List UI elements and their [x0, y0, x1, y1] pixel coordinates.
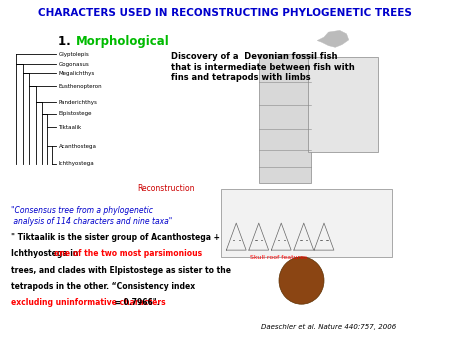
Text: 1.: 1. [58, 35, 76, 48]
Text: Reconstruction: Reconstruction [138, 184, 195, 193]
Text: Panderichthys: Panderichthys [58, 100, 97, 104]
Text: Elpistostege: Elpistostege [58, 112, 92, 116]
Ellipse shape [279, 257, 324, 304]
Text: tetrapods in the other. “Consistency index: tetrapods in the other. “Consistency ind… [11, 282, 195, 291]
Text: Ichthyostega in: Ichthyostega in [11, 249, 81, 259]
Text: Discovery of a  Devonian fossil fish
that is intermediate between fish with
fins: Discovery of a Devonian fossil fish that… [171, 52, 355, 82]
Text: excluding uninformative characters: excluding uninformative characters [11, 298, 166, 307]
Text: Glyptolepis: Glyptolepis [58, 52, 89, 56]
Text: Acanthostega: Acanthostega [58, 144, 96, 148]
Text: Tiktaalik: Tiktaalik [58, 125, 82, 130]
Text: CHARACTERS USED IN RECONSTRUCTING PHYLOGENETIC TREES: CHARACTERS USED IN RECONSTRUCTING PHYLOG… [38, 8, 412, 19]
Bar [259, 54, 310, 183]
Text: Daeschler et al. Nature 440:757, 2006: Daeschler et al. Nature 440:757, 2006 [261, 323, 396, 330]
Text: trees, and clades with Elpistostege as sister to the: trees, and clades with Elpistostege as s… [11, 266, 231, 275]
Bar [308, 57, 378, 152]
Text: Gogonasus: Gogonasus [58, 62, 89, 67]
Text: Morphological: Morphological [76, 35, 169, 48]
Polygon shape [317, 30, 349, 47]
Text: Megalichthys: Megalichthys [58, 71, 95, 76]
Text: one of the two most parsimonious: one of the two most parsimonious [54, 249, 202, 259]
Text: " Tiktaalik is the sister group of Acanthostega +: " Tiktaalik is the sister group of Acant… [11, 233, 220, 242]
Text: "Consensus tree from a phylogenetic
 analysis of 114 characters and nine taxa": "Consensus tree from a phylogenetic anal… [11, 206, 172, 225]
Bar [220, 189, 392, 257]
Text: Ichthyostega: Ichthyostega [58, 162, 94, 166]
Text: = 0.7966".: = 0.7966". [112, 298, 160, 307]
Text: Skull roof features: Skull roof features [250, 255, 308, 260]
Text: Eusthenopteron: Eusthenopteron [58, 84, 102, 89]
